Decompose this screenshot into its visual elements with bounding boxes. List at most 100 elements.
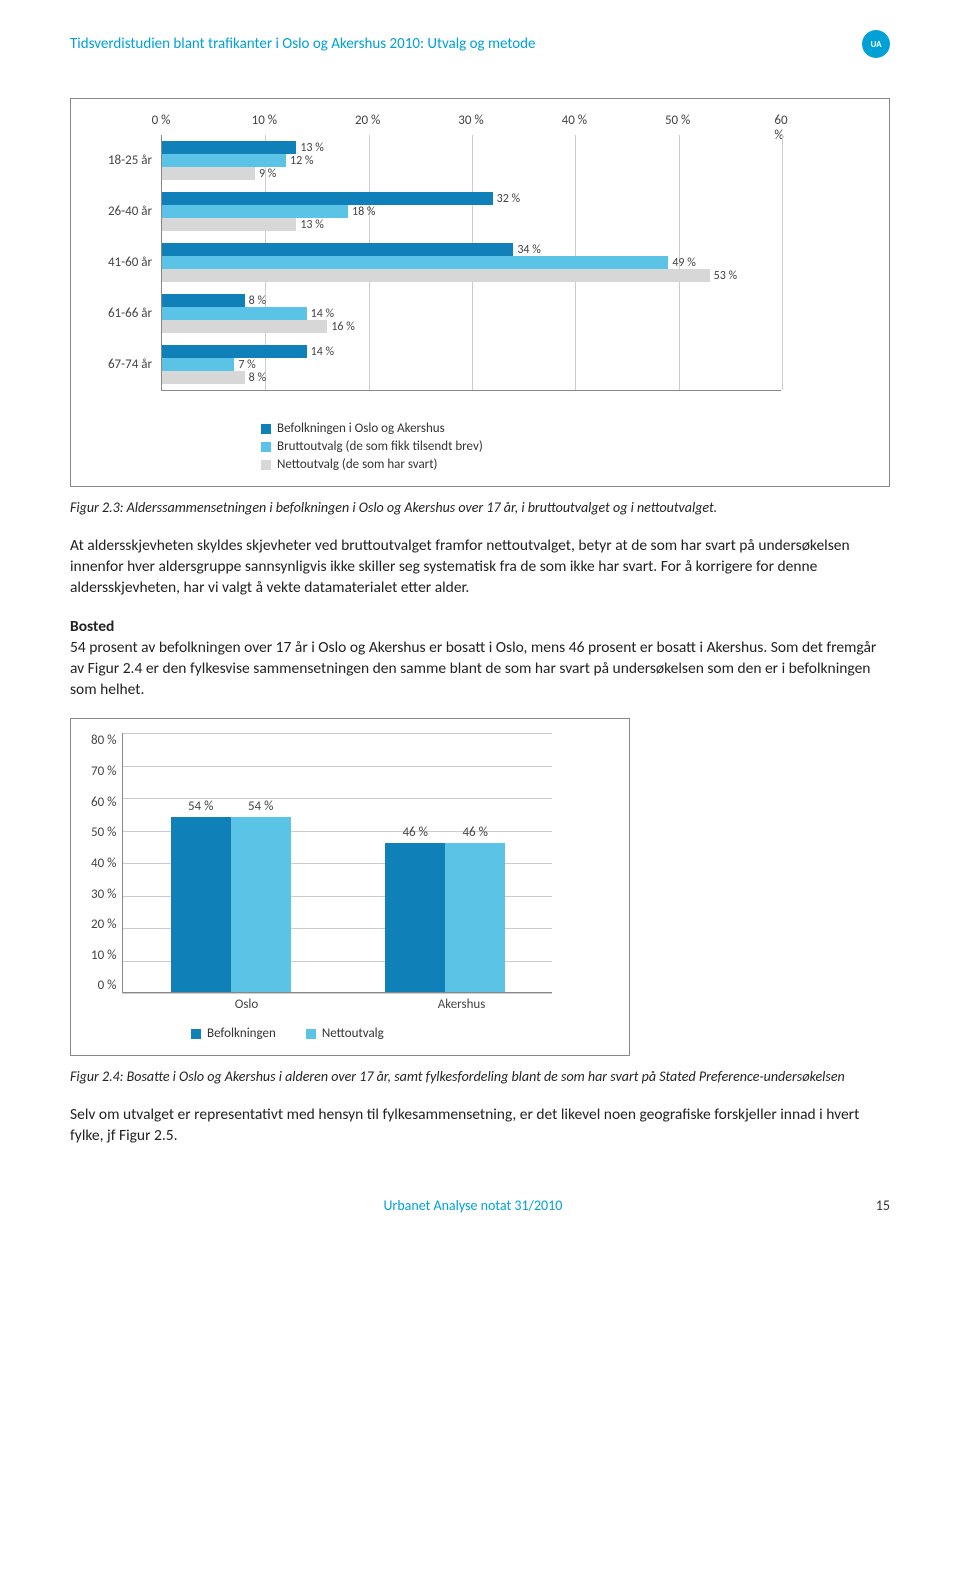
chart1-bar-value: 18 % xyxy=(352,205,375,219)
chart1-bar: 49 % xyxy=(162,256,668,269)
y-tick-label: 80 % xyxy=(91,733,116,748)
chart1-row-label: 67-74 år xyxy=(87,357,152,372)
footer-center-text: Urbanet Analyse notat 31/2010 xyxy=(383,1197,562,1214)
chart2-group: 54 %54 % xyxy=(156,817,306,993)
y-tick-label: 70 % xyxy=(91,764,116,779)
chart2-bar: 54 % xyxy=(171,817,231,993)
x-tick-label: 50 % xyxy=(665,113,690,128)
chart2-bar: 46 % xyxy=(385,843,445,993)
chart1-bar: 8 % xyxy=(162,294,245,307)
header-title: Tidsverdistudien blant trafikanter i Osl… xyxy=(70,35,536,53)
chart1-plot-area: 18-25 år13 %12 %9 %26-40 år32 %18 %13 %4… xyxy=(161,135,781,391)
chart1-bar-value: 8 % xyxy=(249,294,266,308)
chart1-bar: 32 % xyxy=(162,192,493,205)
legend-item: Befolkningen i Oslo og Akershus xyxy=(261,421,869,436)
y-tick-label: 40 % xyxy=(91,856,116,871)
chart2-bar-value: 46 % xyxy=(385,825,445,840)
chart2-legend: Befolkningen Nettoutvalg xyxy=(191,1026,609,1041)
chart1-bar-value: 32 % xyxy=(497,192,520,206)
chart1-bar-value: 14 % xyxy=(311,307,334,321)
chart1-bar-value: 53 % xyxy=(714,269,737,283)
chart1-bar: 13 % xyxy=(162,218,296,231)
chart1-bar: 12 % xyxy=(162,154,286,167)
chart1-bar: 34 % xyxy=(162,243,513,256)
chart1-row-label: 41-60 år xyxy=(87,255,152,270)
chart1-row: 61-66 år8 %14 %16 % xyxy=(162,288,781,339)
y-tick-label: 20 % xyxy=(91,917,116,932)
legend-swatch-icon xyxy=(191,1029,201,1039)
chart2-bar-value: 54 % xyxy=(231,799,291,814)
chart1-bar-value: 8 % xyxy=(249,371,266,385)
page-header: Tidsverdistudien blant trafikanter i Osl… xyxy=(70,30,890,58)
chart1-row-label: 61-66 år xyxy=(87,306,152,321)
bosted-text: 54 prosent av befolkningen over 17 år i … xyxy=(70,638,890,701)
chart2-bar-value: 46 % xyxy=(445,825,505,840)
legend-item: Nettoutvalg xyxy=(306,1026,384,1041)
chart1-row-label: 18-25 år xyxy=(87,153,152,168)
legend-item: Befolkningen xyxy=(191,1026,276,1041)
chart2-bar-groups: 54 %54 %46 %46 % xyxy=(123,733,552,993)
chart2-bar: 54 % xyxy=(231,817,291,993)
chart1-bar: 8 % xyxy=(162,371,245,384)
chart1-bar-value: 49 % xyxy=(672,256,695,270)
y-tick-label: 60 % xyxy=(91,795,116,810)
x-tick-label: 30 % xyxy=(458,113,483,128)
x-tick-label: 20 % xyxy=(355,113,380,128)
ua-badge-icon: UA xyxy=(862,30,890,58)
legend-item: Bruttoutvalg (de som fikk tilsendt brev) xyxy=(261,439,869,454)
chart2-bar-value: 54 % xyxy=(171,799,231,814)
chart1-bar: 13 % xyxy=(162,141,296,154)
page-footer: Urbanet Analyse notat 31/2010 15 xyxy=(70,1197,890,1214)
chart1-row: 67-74 år14 %7 %8 % xyxy=(162,339,781,390)
chart1-bar: 14 % xyxy=(162,345,307,358)
chart2-x-labels: Oslo Akershus xyxy=(139,997,569,1012)
legend-swatch-icon xyxy=(261,424,271,434)
legend-label: Nettoutvalg xyxy=(322,1026,384,1041)
chart1-bar-value: 13 % xyxy=(300,141,323,155)
chart2-y-axis: 80 %70 %60 %50 %40 %30 %20 %10 %0 % xyxy=(91,733,122,993)
x-tick-label: 40 % xyxy=(562,113,587,128)
chart1-bar: 7 % xyxy=(162,358,234,371)
x-tick-label: 0 % xyxy=(152,113,171,128)
paragraph-geo-diff: Selv om utvalget er representativt med h… xyxy=(70,1105,890,1147)
chart1-row: 41-60 år34 %49 %53 % xyxy=(162,237,781,288)
chart1-row: 18-25 år13 %12 %9 % xyxy=(162,135,781,186)
chart1-bar-value: 14 % xyxy=(311,345,334,359)
paragraph-age-skew: At aldersskjevheten skyldes skjevheter v… xyxy=(70,536,890,599)
chart2-caption: Figur 2.4: Bosatte i Oslo og Akershus i … xyxy=(70,1068,890,1087)
chart1-bar: 16 % xyxy=(162,320,327,333)
chart1-bar: 53 % xyxy=(162,269,710,282)
bosted-heading: Bosted xyxy=(70,617,890,636)
legend-label: Befolkningen i Oslo og Akershus xyxy=(277,421,445,436)
legend-label: Befolkningen xyxy=(207,1026,276,1041)
chart1-bar-value: 12 % xyxy=(290,154,313,168)
chart-location-distribution: 80 %70 %60 %50 %40 %30 %20 %10 %0 % 54 %… xyxy=(70,718,630,1056)
chart1-bar: 18 % xyxy=(162,205,348,218)
chart1-row: 26-40 år32 %18 %13 % xyxy=(162,186,781,237)
chart1-legend: Befolkningen i Oslo og Akershus Bruttoutv… xyxy=(261,421,869,472)
legend-label: Bruttoutvalg (de som fikk tilsendt brev) xyxy=(277,439,483,454)
chart1-bar-value: 7 % xyxy=(238,358,255,372)
chart2-bar: 46 % xyxy=(445,843,505,993)
legend-label: Nettoutvalg (de som har svart) xyxy=(277,457,438,472)
legend-item: Nettoutvalg (de som har svart) xyxy=(261,457,869,472)
chart1-caption: Figur 2.3: Alderssammensetningen i befol… xyxy=(70,499,890,518)
y-tick-label: 50 % xyxy=(91,825,116,840)
chart1-bar-value: 9 % xyxy=(259,167,276,181)
chart2-x-label: Oslo xyxy=(172,997,322,1012)
legend-swatch-icon xyxy=(261,460,271,470)
chart2-x-label: Akershus xyxy=(387,997,537,1012)
x-tick-label: 10 % xyxy=(252,113,277,128)
chart-age-distribution: 0 %10 %20 %30 %40 %50 %60 % 18-25 år13 %… xyxy=(70,98,890,487)
chart2-plot-area: 54 %54 %46 %46 % xyxy=(122,733,552,993)
y-tick-label: 10 % xyxy=(91,948,116,963)
y-tick-label: 0 % xyxy=(98,978,117,993)
legend-swatch-icon xyxy=(306,1029,316,1039)
chart2-group: 46 %46 % xyxy=(370,843,520,993)
chart1-bar-value: 13 % xyxy=(300,218,323,232)
chart1-row-label: 26-40 år xyxy=(87,204,152,219)
chart1-bar-value: 16 % xyxy=(331,320,354,334)
chart1-x-axis: 0 %10 %20 %30 %40 %50 %60 % xyxy=(161,113,781,131)
footer-page-number: 15 xyxy=(876,1197,890,1214)
chart1-bar: 14 % xyxy=(162,307,307,320)
